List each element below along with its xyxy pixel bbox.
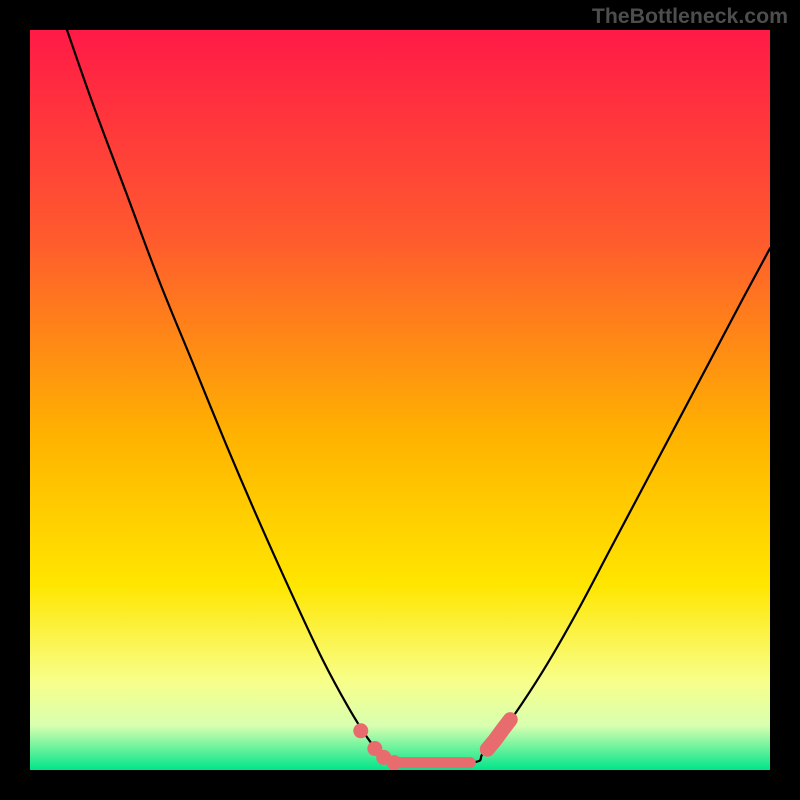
chart-frame: TheBottleneck.com bbox=[0, 0, 800, 800]
marker-right-cluster bbox=[487, 720, 510, 750]
chart-overlay bbox=[0, 0, 800, 800]
marker-left-dot bbox=[387, 755, 402, 770]
bottleneck-curve bbox=[67, 30, 770, 764]
marker-left-dot bbox=[353, 723, 368, 738]
